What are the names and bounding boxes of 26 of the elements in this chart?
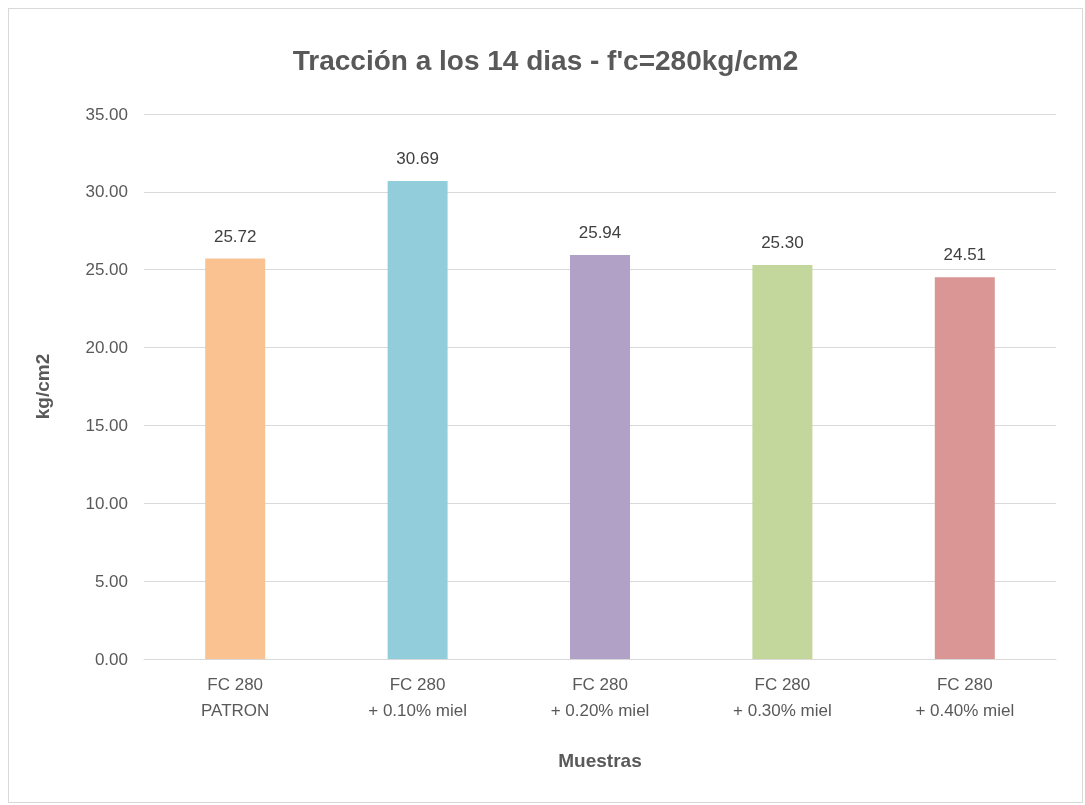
y-tick-label: 30.00 (85, 182, 128, 202)
y-tick-label: 35.00 (85, 104, 128, 124)
data-label: 25.94 (578, 223, 622, 243)
bar (934, 277, 995, 659)
y-tick-label: 5.00 (94, 571, 128, 591)
x-tick-label: FC 280 + 0.30% miel (733, 674, 832, 720)
x-tick-label: FC 280 + 0.40% miel (915, 674, 1015, 720)
y-tick-label: 15.00 (85, 415, 128, 435)
data-label: 30.69 (396, 149, 439, 169)
y-tick-label: 0.00 (94, 649, 128, 669)
bar (387, 181, 448, 659)
data-label: 24.51 (943, 245, 987, 265)
bar (752, 265, 813, 659)
x-tick-label: FC 280 + 0.20% miel (550, 674, 650, 720)
y-axis-title: kg/cm2 (32, 353, 53, 420)
bar (570, 255, 630, 659)
x-tick-label: FC 280 PATRON (201, 674, 270, 720)
y-tick-label: 10.00 (85, 493, 128, 513)
bar (205, 258, 266, 659)
data-label: 25.30 (761, 233, 804, 253)
x-tick-label: FC 280 + 0.10% miel (368, 674, 467, 720)
x-axis-title: Muestras (558, 750, 642, 771)
chart-title: Tracción a los 14 dias - f'c=280kg/cm2 (292, 44, 799, 76)
y-tick-label: 20.00 (85, 338, 128, 358)
data-label: 25.72 (213, 226, 257, 246)
y-tick-label: 25.00 (85, 260, 128, 280)
